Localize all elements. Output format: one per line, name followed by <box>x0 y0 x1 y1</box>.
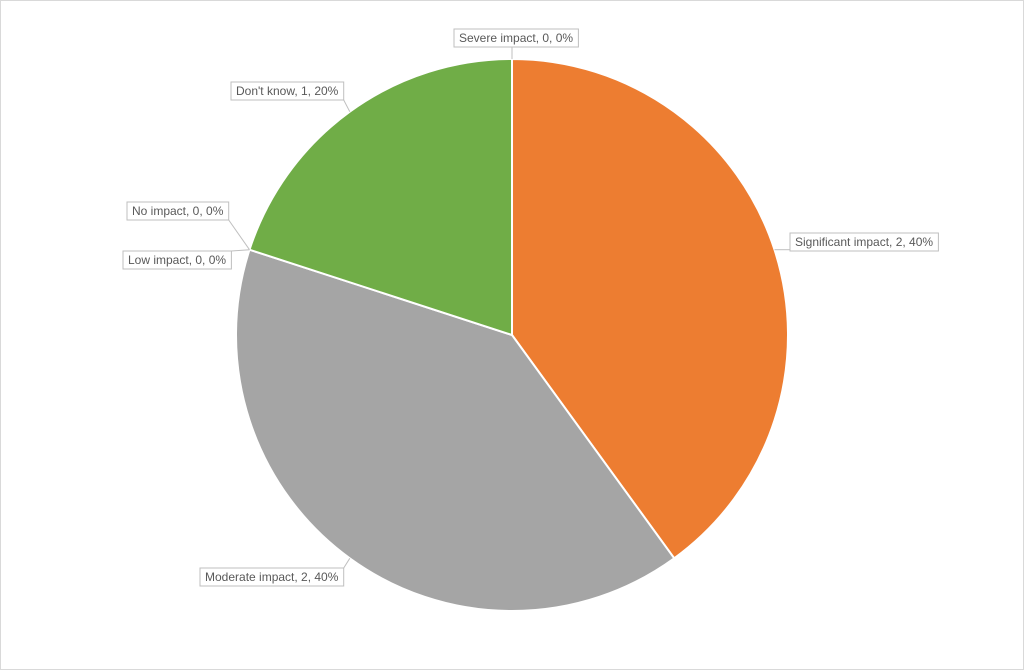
data-label-box <box>453 28 579 48</box>
data-label-box <box>126 201 230 221</box>
pie-slice-significant-impact <box>511 57 789 560</box>
data-label-box <box>199 567 345 587</box>
leader-line-don-t-know <box>343 99 351 112</box>
data-label-no-impact: No impact, 0, 0% <box>126 201 230 221</box>
data-label-text: Moderate impact, 2, 40% <box>205 570 339 584</box>
data-label-low-impact: Low impact, 0, 0% <box>122 250 232 270</box>
data-label-text: Don't know, 1, 20% <box>236 84 339 98</box>
pie-slices <box>235 57 789 612</box>
data-label-severe-impact: Severe impact, 0, 0% <box>453 28 579 48</box>
leader-line-moderate-impact <box>343 558 351 569</box>
data-label-don-t-know: Don't know, 1, 20% <box>230 81 345 101</box>
data-label-box <box>122 250 232 270</box>
leader-line-low-impact <box>231 249 250 252</box>
pie-slice-moderate-impact <box>235 248 676 612</box>
data-label-moderate-impact: Moderate impact, 2, 40% <box>199 567 345 587</box>
data-label-box <box>789 232 939 252</box>
leader-line-no-impact <box>228 219 250 250</box>
data-label-text: Severe impact, 0, 0% <box>459 31 573 45</box>
data-labels: Significant impact, 2, 40% Moderate impac… <box>122 28 939 587</box>
data-label-box <box>230 81 345 101</box>
data-label-text: Significant impact, 2, 40% <box>795 235 933 249</box>
data-label-text: Low impact, 0, 0% <box>128 253 226 267</box>
leader-lines <box>228 47 790 569</box>
data-label-text: No impact, 0, 0% <box>132 204 224 218</box>
data-label-significant-impact: Significant impact, 2, 40% <box>789 232 939 252</box>
